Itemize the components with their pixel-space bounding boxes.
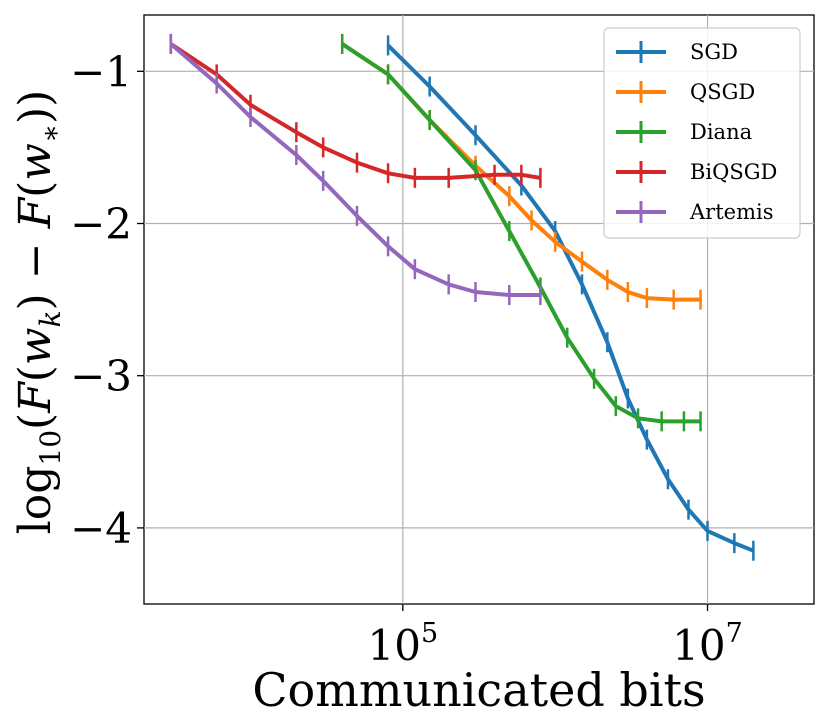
series-sgd <box>386 35 755 561</box>
y-tick-label: −3 <box>70 352 132 401</box>
series-artemis <box>169 33 542 306</box>
y-tick-label: −4 <box>70 504 132 553</box>
legend-label-artemis: Artemis <box>689 200 773 224</box>
y-axis-ticks: −4 −3 −2 −1 <box>70 47 144 553</box>
legend-label-qsgd: QSGD <box>690 80 755 104</box>
legend-frame <box>603 27 801 239</box>
x-tick-label: 107 <box>672 618 743 670</box>
series-line-sgd <box>386 43 755 553</box>
x-axis-title: Communicated bits <box>252 663 705 717</box>
legend: SGD QSGD Diana BiQSGD Artemis <box>603 27 801 239</box>
y-axis-title: log10(F(wk) − F(w∗)) <box>10 90 67 535</box>
series-line-artemis <box>169 42 541 297</box>
legend-label-sgd: SGD <box>690 40 738 64</box>
y-tick-label: −2 <box>70 200 132 249</box>
legend-label-biqsgd: BiQSGD <box>690 160 777 184</box>
series-layer <box>169 33 755 561</box>
y-tick-label: −1 <box>70 47 132 96</box>
legend-label-diana: Diana <box>690 120 752 144</box>
x-axis-ticks: 105 107 <box>368 604 743 670</box>
series-line-biqsgd <box>169 42 541 180</box>
series-diana <box>340 33 702 432</box>
x-tick-label: 105 <box>368 618 439 670</box>
